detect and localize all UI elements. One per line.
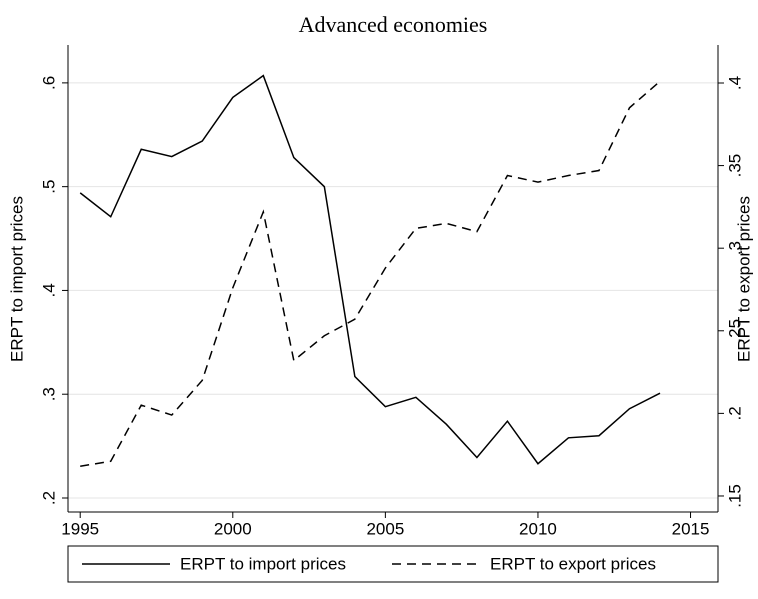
y-tick-label: .4 (39, 283, 58, 297)
series-line (80, 80, 661, 467)
y2-tick-label: .35 (725, 154, 744, 178)
y-tick-label: .5 (39, 180, 58, 194)
x-tick-label: 2010 (519, 519, 557, 538)
x-tick-label: 1995 (61, 519, 99, 538)
legend-label: ERPT to export prices (490, 554, 656, 573)
y2-tick-label: .3 (725, 241, 744, 255)
y2-axis-title: ERPT to export prices (734, 196, 753, 362)
series-line (79, 74, 661, 465)
y-tick-label: .6 (39, 76, 58, 90)
y2-tick-label: .25 (725, 319, 744, 343)
y-tick-label: .3 (39, 387, 58, 401)
x-tick-label: 2015 (672, 519, 710, 538)
y2-tick-label: .15 (725, 484, 744, 508)
x-tick-label: 2000 (214, 519, 252, 538)
x-tick-label: 2005 (366, 519, 404, 538)
y-axis-title: ERPT to import prices (7, 196, 26, 362)
legend-label: ERPT to import prices (180, 554, 346, 573)
y-tick-label: .2 (39, 491, 58, 505)
chart-title: Advanced economies (299, 12, 488, 37)
y2-tick-label: .2 (725, 406, 744, 420)
y2-tick-label: .4 (725, 76, 744, 90)
